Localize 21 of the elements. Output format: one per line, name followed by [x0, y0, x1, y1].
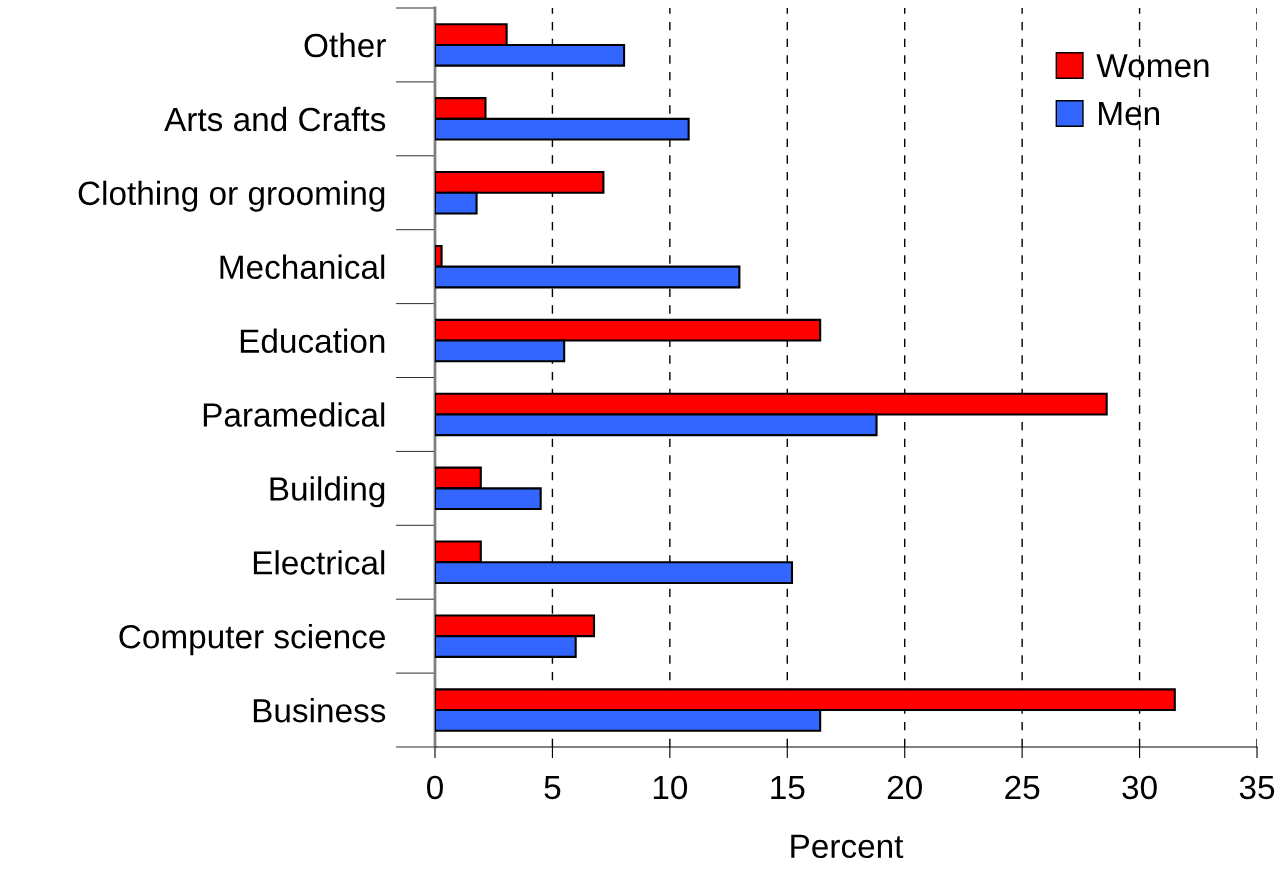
x-tick-label: 10 [653, 775, 688, 800]
y-tick-label: Education [240, 328, 385, 353]
x-tick-label: 20 [887, 775, 922, 800]
y-tick-label: Electrical [253, 550, 385, 575]
x-axis-title: Percent [791, 834, 904, 859]
y-tick-label: Other [304, 32, 386, 58]
y-tick-label: Mechanical [220, 254, 385, 280]
y-tick-label: Paramedical [203, 402, 385, 427]
x-tick-label: 35 [1239, 775, 1275, 800]
x-tick-label: 15 [771, 776, 805, 800]
x-tick-label: 25 [1005, 775, 1040, 800]
x-tick-label: 0 [427, 775, 443, 800]
legend-label: Men [1099, 102, 1159, 126]
y-tick-label: Clothing or grooming [78, 180, 385, 212]
x-tick-label: 5 [544, 776, 561, 800]
y-tick-label: Building [270, 476, 385, 508]
y-tick-label: Arts and Crafts [164, 106, 386, 132]
y-tick-label: Computer science [119, 624, 385, 656]
legend-label: Women [1096, 54, 1209, 78]
x-tick-label: 30 [1122, 775, 1157, 800]
y-tick-label: Business [253, 697, 386, 723]
